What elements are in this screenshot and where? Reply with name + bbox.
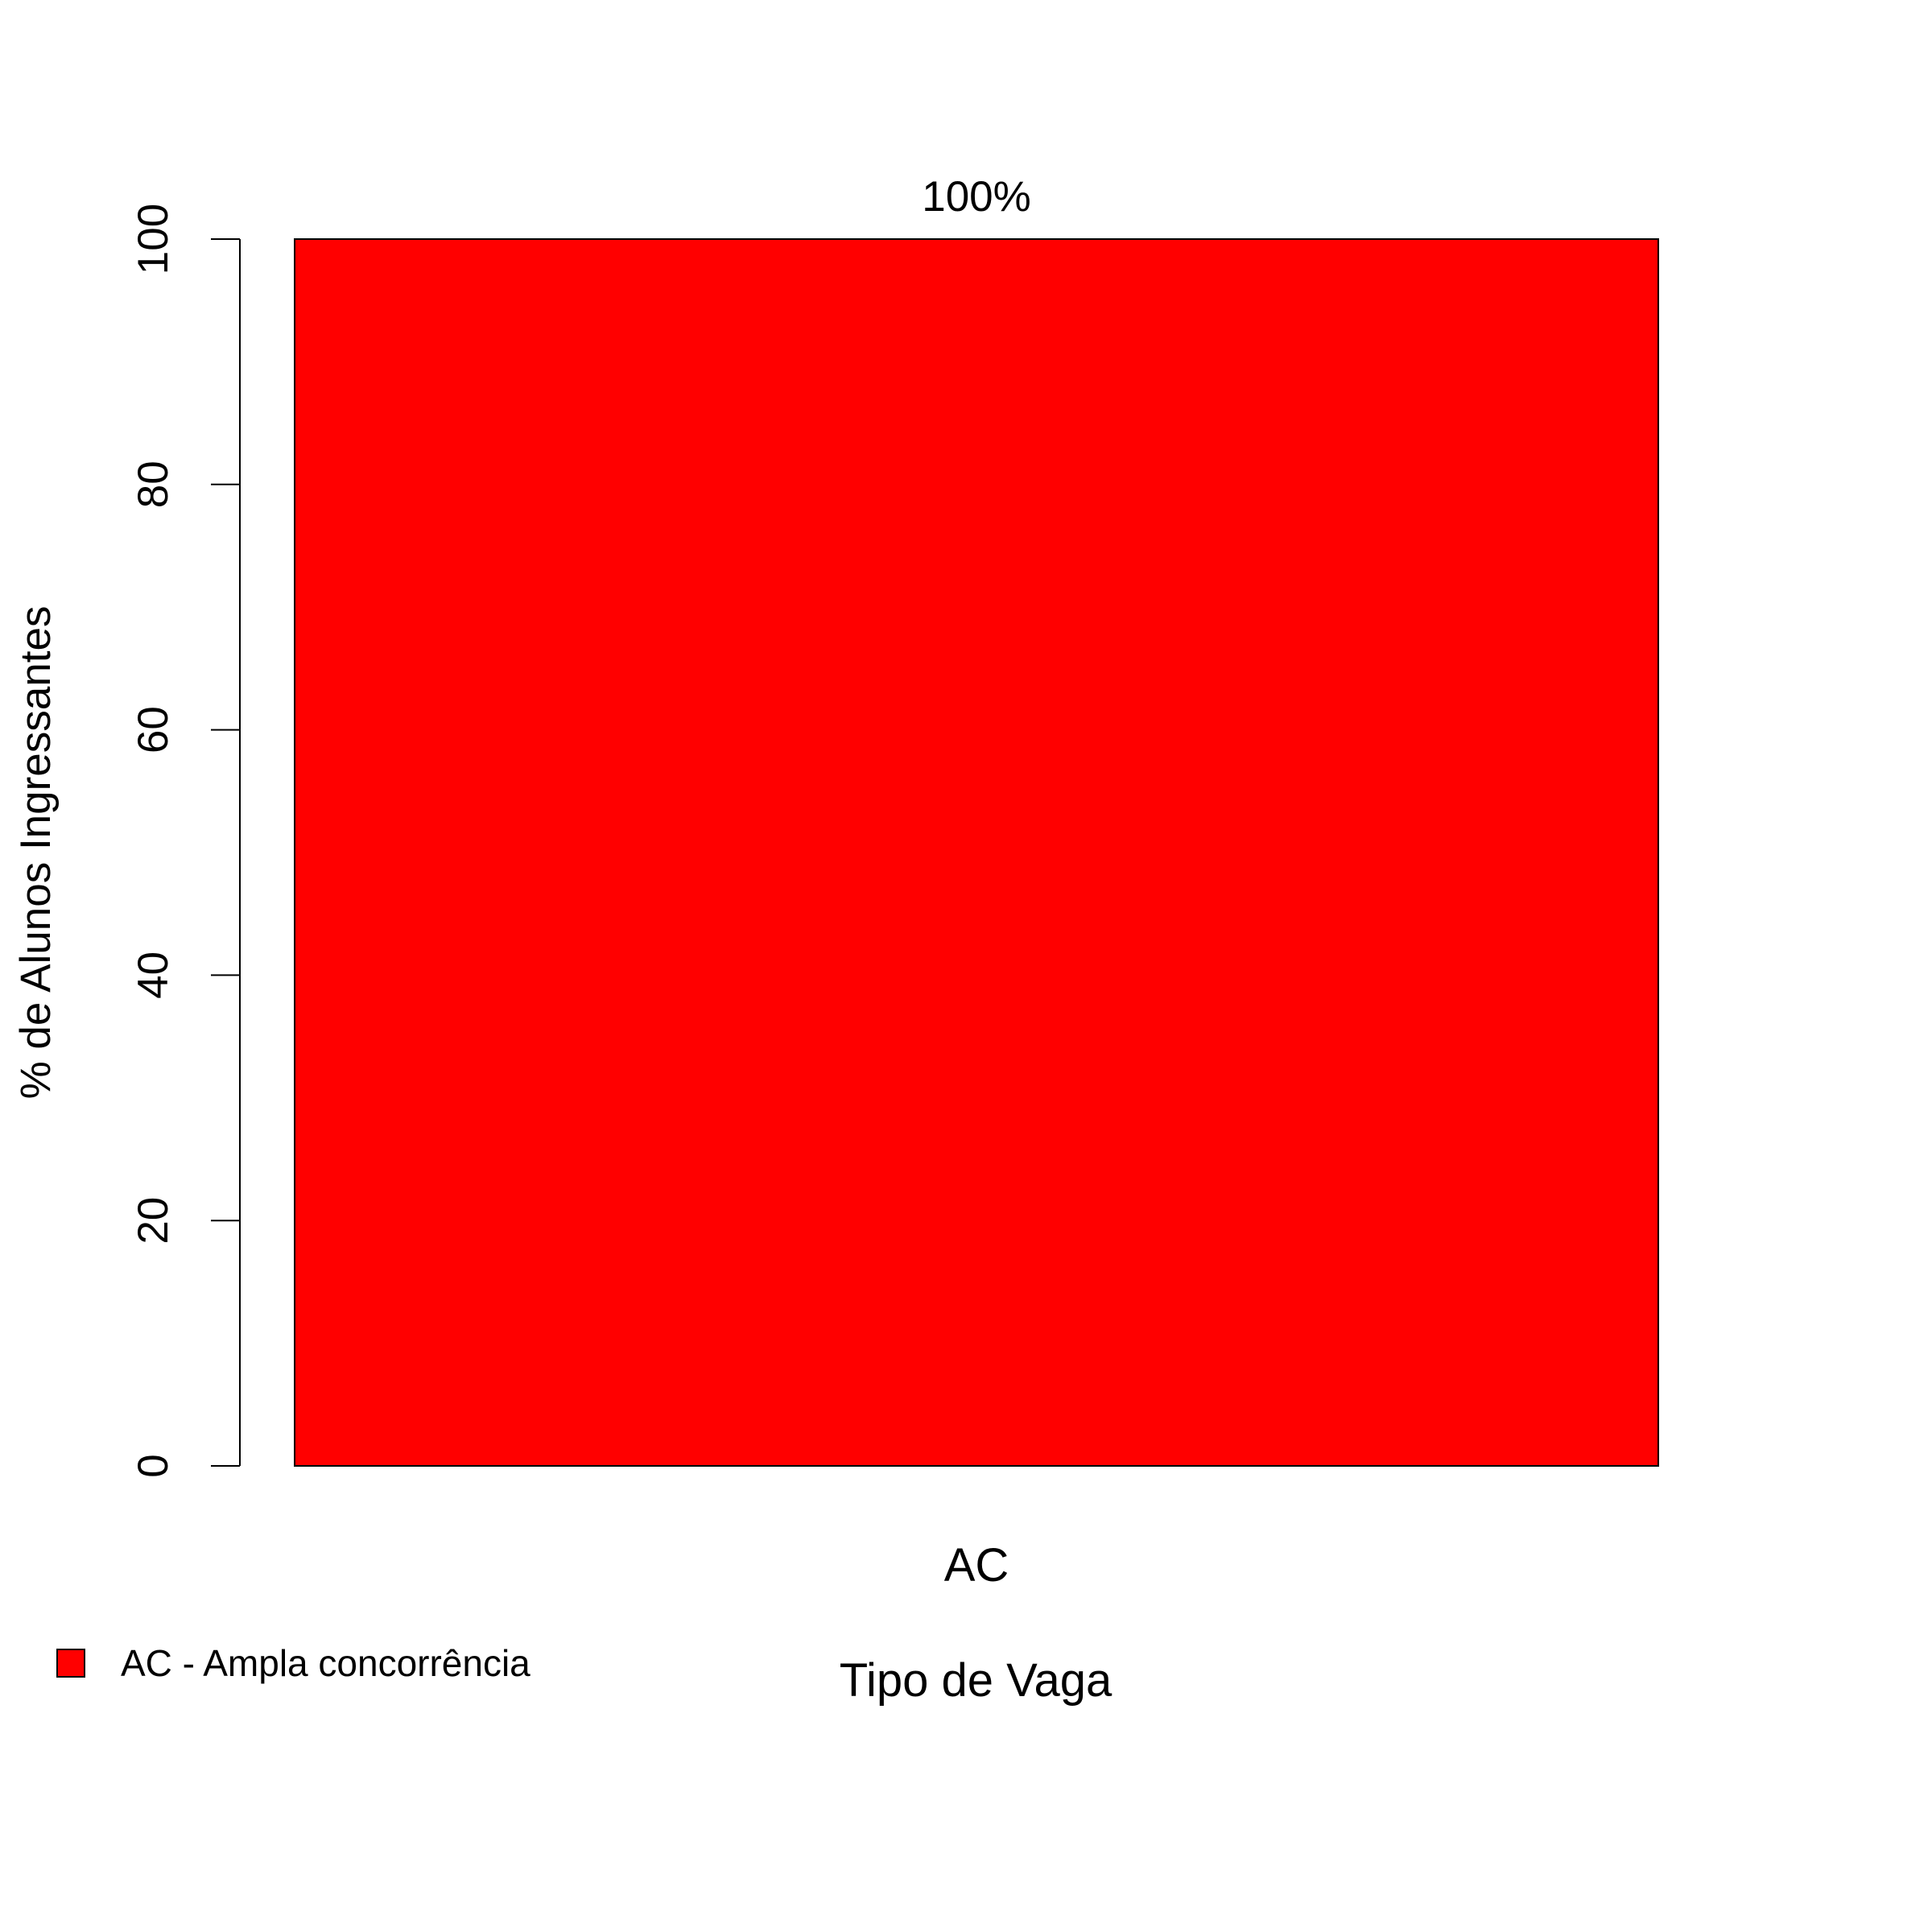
x-axis-title: Tipo de Vaga — [840, 1654, 1113, 1707]
legend-label: AC - Ampla concorrência — [121, 1642, 530, 1684]
x-category-label: AC — [944, 1539, 1009, 1591]
y-tick-label: 20 — [130, 1197, 177, 1245]
bars: 100% — [294, 173, 1659, 1467]
y-tick-label: 60 — [130, 706, 177, 753]
x-axis: AC — [944, 1539, 1009, 1591]
y-axis-title: % de Alunos Ingressantes — [12, 606, 60, 1100]
legend: AC - Ampla concorrência — [56, 1642, 530, 1684]
legend-swatch — [56, 1649, 85, 1678]
y-tick-label: 40 — [130, 952, 177, 999]
bar — [294, 238, 1659, 1467]
y-tick-label: 100 — [130, 204, 177, 275]
bar-data-label: 100% — [922, 173, 1031, 221]
y-tick-label: 80 — [130, 460, 177, 508]
y-tick-label: 0 — [130, 1454, 177, 1477]
y-axis: 0 20 40 60 80 100 — [130, 204, 241, 1478]
